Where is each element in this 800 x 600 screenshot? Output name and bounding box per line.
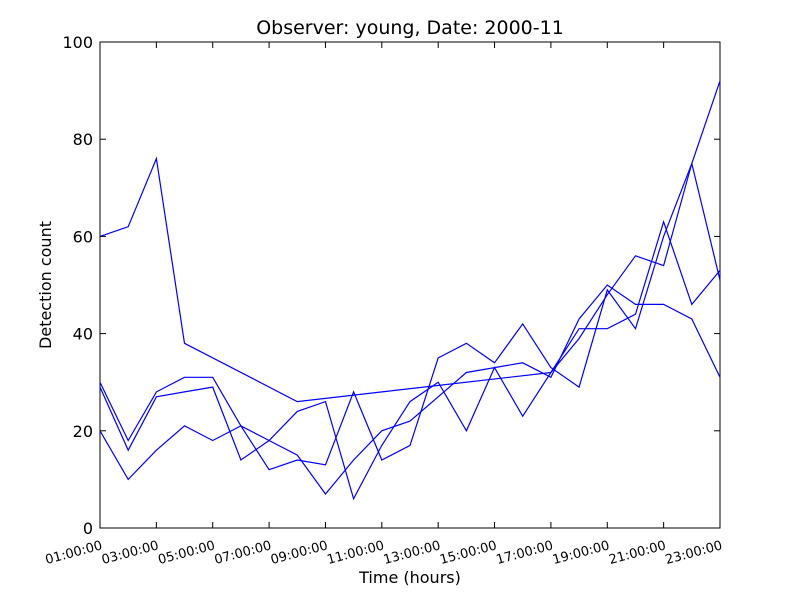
x-axis-ticks: 01:00:0003:00:0005:00:0007:00:0009:00:00… [44,42,724,568]
x-tick-label: 01:00:00 [44,538,104,568]
x-tick-label: 03:00:00 [100,538,160,568]
y-tick-label: 40 [73,325,93,344]
x-tick-label: 09:00:00 [269,538,329,568]
y-axis-ticks: 0 20 40 60 80 100 [62,33,720,538]
plot-frame [99,41,721,529]
y-tick-label: 0 [83,519,93,538]
x-tick-label: 11:00:00 [326,538,386,568]
series-line-2 [99,284,721,495]
x-tick-label: 13:00:00 [382,538,442,568]
x-tick-label: 15:00:00 [438,538,498,568]
y-tick-label: 100 [62,33,93,52]
chart-title: Observer: young, Date: 2000-11 [256,17,564,39]
x-tick-label: 19:00:00 [551,538,611,568]
series-layer [99,80,721,501]
x-tick-label: 17:00:00 [495,538,555,568]
series-line-1 [99,80,721,403]
y-tick-label: 60 [73,227,93,246]
x-tick-label: 05:00:00 [156,538,216,568]
series-line-4 [99,161,721,481]
series-line-3 [99,219,721,501]
y-tick-label: 20 [73,422,93,441]
x-tick-label: 23:00:00 [664,538,724,568]
y-axis-label: Detection count [36,221,55,349]
y-tick-label: 80 [73,130,93,149]
x-tick-label: 21:00:00 [607,538,667,568]
x-tick-label: 07:00:00 [213,538,273,568]
x-axis-label: Time (hours) [358,568,461,587]
